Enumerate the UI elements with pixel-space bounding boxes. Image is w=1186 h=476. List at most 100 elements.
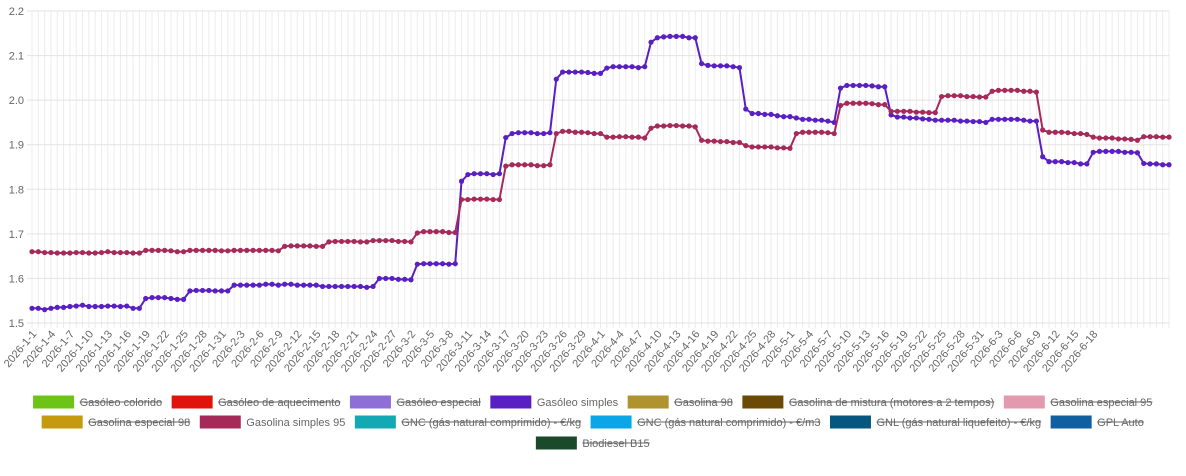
legend-item[interactable]: Gasóleo simples: [490, 395, 619, 409]
data-point[interactable]: [477, 196, 484, 202]
data-point[interactable]: [351, 238, 357, 245]
legend-item[interactable]: GNC (gás natural comprimido) - €/kg: [354, 415, 582, 429]
data-point[interactable]: [364, 284, 370, 290]
data-point[interactable]: [1065, 159, 1071, 166]
data-point[interactable]: [604, 65, 610, 71]
data-point[interactable]: [1153, 161, 1159, 167]
data-point[interactable]: [1134, 150, 1141, 156]
data-point[interactable]: [989, 88, 995, 94]
data-point[interactable]: [471, 171, 477, 177]
data-point[interactable]: [894, 114, 900, 120]
data-point[interactable]: [560, 69, 566, 75]
data-point[interactable]: [623, 64, 629, 70]
data-point[interactable]: [844, 82, 850, 89]
data-point[interactable]: [288, 281, 294, 287]
data-point[interactable]: [1141, 134, 1147, 140]
data-point[interactable]: [793, 130, 799, 137]
data-point[interactable]: [395, 276, 401, 282]
data-point[interactable]: [945, 117, 951, 123]
data-point[interactable]: [692, 35, 698, 41]
data-point[interactable]: [421, 229, 427, 235]
data-point[interactable]: [187, 288, 193, 294]
data-point[interactable]: [1059, 159, 1065, 165]
data-point[interactable]: [60, 304, 67, 310]
data-point[interactable]: [1103, 135, 1109, 141]
data-point[interactable]: [275, 282, 281, 288]
data-point[interactable]: [806, 116, 812, 122]
data-point[interactable]: [1122, 136, 1128, 142]
data-point[interactable]: [193, 287, 199, 294]
data-point[interactable]: [825, 130, 831, 136]
data-point[interactable]: [143, 295, 149, 302]
data-point[interactable]: [433, 261, 439, 267]
data-point[interactable]: [1059, 129, 1065, 135]
data-point[interactable]: [1090, 134, 1096, 140]
data-point[interactable]: [181, 296, 187, 302]
data-point[interactable]: [844, 100, 850, 106]
data-point[interactable]: [452, 229, 458, 236]
data-point[interactable]: [572, 69, 578, 75]
data-point[interactable]: [610, 64, 616, 70]
data-point[interactable]: [477, 171, 484, 177]
data-point[interactable]: [244, 247, 250, 253]
data-point[interactable]: [117, 303, 124, 310]
data-point[interactable]: [724, 63, 730, 69]
data-point[interactable]: [136, 305, 142, 311]
data-point[interactable]: [724, 138, 730, 145]
data-point[interactable]: [762, 144, 768, 150]
data-point[interactable]: [787, 145, 793, 151]
data-point[interactable]: [395, 238, 401, 245]
data-point[interactable]: [458, 196, 465, 203]
data-point[interactable]: [370, 283, 376, 290]
data-point[interactable]: [616, 134, 623, 140]
data-point[interactable]: [446, 229, 452, 236]
data-point[interactable]: [338, 283, 345, 290]
data-point[interactable]: [616, 64, 623, 70]
legend-item[interactable]: Gasolina especial 95: [1003, 395, 1153, 409]
legend-item[interactable]: Gasóleo colorido: [33, 395, 163, 409]
data-point[interactable]: [174, 296, 180, 302]
data-point[interactable]: [218, 288, 225, 294]
data-point[interactable]: [471, 196, 477, 202]
legend-item[interactable]: Gasolina de mistura (motores a 2 tempos): [742, 395, 995, 409]
data-point[interactable]: [421, 261, 427, 267]
legend-item[interactable]: GNC (gás natural comprimido) - €/m3: [590, 415, 821, 429]
data-point[interactable]: [863, 100, 869, 106]
data-point[interactable]: [143, 247, 149, 253]
data-point[interactable]: [591, 130, 597, 137]
data-point[interactable]: [976, 94, 983, 100]
data-point[interactable]: [541, 130, 547, 137]
data-point[interactable]: [1128, 149, 1134, 155]
data-point[interactable]: [294, 243, 300, 249]
data-point[interactable]: [1027, 118, 1033, 124]
data-point[interactable]: [383, 237, 389, 244]
data-point[interactable]: [983, 94, 989, 100]
data-point[interactable]: [1002, 87, 1008, 93]
data-point[interactable]: [414, 230, 420, 236]
data-point[interactable]: [680, 33, 686, 40]
data-point[interactable]: [983, 119, 989, 126]
data-point[interactable]: [509, 162, 515, 168]
data-point[interactable]: [812, 117, 818, 123]
data-point[interactable]: [793, 115, 799, 121]
data-point[interactable]: [29, 249, 35, 255]
data-point[interactable]: [939, 93, 945, 100]
data-point[interactable]: [1128, 136, 1134, 142]
data-point[interactable]: [256, 282, 262, 288]
legend-item[interactable]: Gasóleo especial: [349, 395, 481, 409]
data-point[interactable]: [597, 70, 604, 76]
data-point[interactable]: [882, 84, 888, 90]
data-point[interactable]: [130, 250, 136, 256]
data-point[interactable]: [901, 108, 907, 114]
data-point[interactable]: [1040, 154, 1046, 160]
data-point[interactable]: [1071, 130, 1077, 137]
data-point[interactable]: [509, 130, 515, 137]
data-point[interactable]: [585, 69, 591, 76]
data-point[interactable]: [755, 144, 762, 150]
data-point[interactable]: [307, 243, 313, 249]
data-point[interactable]: [528, 130, 534, 136]
data-point[interactable]: [244, 282, 250, 288]
data-point[interactable]: [661, 34, 667, 40]
data-point[interactable]: [875, 102, 882, 108]
data-point[interactable]: [402, 276, 408, 282]
